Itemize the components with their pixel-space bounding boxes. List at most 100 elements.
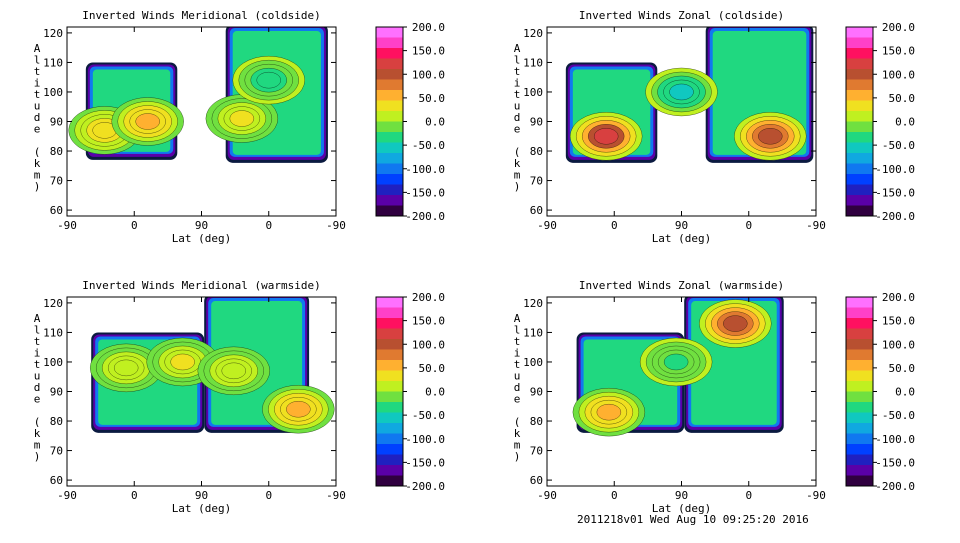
- colorbar-label: -150.0: [405, 456, 445, 469]
- svg-text:): ): [34, 180, 41, 193]
- colorbar-swatch: [376, 318, 403, 329]
- svg-text:l: l: [34, 54, 41, 67]
- y-tick-label: 80: [50, 145, 63, 158]
- colorbar-label: -50.0: [412, 409, 445, 422]
- contour-feature: [758, 128, 783, 145]
- colorbar-swatch: [376, 79, 403, 91]
- colorbar-label: 200.0: [882, 291, 915, 304]
- colorbar-swatch: [846, 90, 873, 101]
- contour-feature: [669, 83, 694, 101]
- svg-text:): ): [34, 450, 41, 463]
- colorbar-swatch: [846, 307, 873, 319]
- x-tick-label: -90: [57, 489, 77, 502]
- colorbar-label: -150.0: [875, 456, 915, 469]
- x-tick-label: 0: [611, 489, 618, 502]
- colorbar-label: -200.0: [405, 480, 445, 493]
- svg-text:m: m: [34, 439, 41, 452]
- colorbar-swatch: [376, 475, 403, 487]
- colorbar-label: 150.0: [882, 315, 915, 328]
- colorbar-swatch: [846, 423, 873, 434]
- colorbar-swatch: [846, 349, 873, 361]
- colorbar-swatch: [846, 111, 873, 122]
- colorbar-swatch: [376, 111, 403, 122]
- svg-text:A: A: [514, 42, 521, 55]
- colorbar-swatch: [376, 423, 403, 434]
- y-tick-label: 110: [43, 56, 63, 69]
- colorbar-3: 200.0 150.0 100.0 50.0 0.0 -50.0 -100.0 -150.0 -…: [845, 291, 916, 493]
- svg-text:): ): [514, 450, 521, 463]
- colorbar-swatch: [846, 412, 873, 424]
- svg-text:t: t: [514, 335, 521, 348]
- chart-panel-0: Inverted Winds Meridional (coldside) -90 0…: [34, 9, 346, 245]
- plot-title: Inverted Winds Zonal (warmside): [579, 279, 784, 292]
- plot-title: Inverted Winds Meridional (warmside): [82, 279, 320, 292]
- x-tick-label: 0: [131, 489, 138, 502]
- x-tick-label: -90: [537, 219, 557, 232]
- svg-text:t: t: [514, 88, 521, 101]
- svg-text:l: l: [514, 324, 521, 337]
- colorbar-swatch: [846, 184, 873, 196]
- colorbar-label: -100.0: [875, 163, 915, 176]
- contour-feature: [170, 353, 195, 371]
- x-tick-label: -90: [326, 489, 346, 502]
- colorbar-label: 0.0: [895, 116, 915, 129]
- colorbar-swatch: [846, 142, 873, 154]
- colorbar-swatch: [376, 412, 403, 424]
- colorbar-swatch: [376, 205, 403, 217]
- x-tick-label: 0: [745, 219, 752, 232]
- colorbar-1: 200.0 150.0 100.0 50.0 0.0 -50.0 -100.0 -150.0 -…: [845, 21, 915, 223]
- colorbar-label: 0.0: [895, 386, 915, 399]
- colorbar-label: -50.0: [882, 139, 915, 152]
- colorbar-swatch: [376, 307, 403, 319]
- colorbar-swatch: [846, 27, 873, 38]
- contour-feature: [256, 71, 281, 89]
- svg-text:l: l: [514, 54, 521, 67]
- y-tick-label: 100: [43, 356, 63, 369]
- y-tick-label: 60: [530, 204, 543, 217]
- colorbar-swatch: [846, 370, 873, 382]
- colorbar-swatch: [376, 370, 403, 382]
- colorbar-swatch: [846, 318, 873, 329]
- contour-feature: [663, 353, 689, 371]
- y-tick-label: 60: [530, 474, 543, 487]
- colorbar-swatch: [376, 381, 403, 392]
- y-tick-label: 70: [530, 445, 543, 458]
- colorbar-label: -100.0: [875, 433, 915, 446]
- svg-text:t: t: [514, 358, 521, 371]
- x-tick-label: 0: [611, 219, 618, 232]
- svg-text:e: e: [514, 123, 521, 136]
- colorbar-swatch: [846, 195, 873, 206]
- y-tick-label: 70: [50, 175, 63, 188]
- svg-text:m: m: [514, 169, 521, 182]
- x-tick-label: -90: [326, 219, 346, 232]
- colorbar-swatch: [846, 465, 873, 476]
- data-fill: [89, 297, 335, 434]
- x-tick-label: 0: [265, 219, 272, 232]
- svg-text:i: i: [514, 347, 521, 360]
- colorbar-swatch: [846, 381, 873, 392]
- x-tick-label: 0: [745, 489, 752, 502]
- x-tick-label: 90: [675, 219, 688, 232]
- svg-text:d: d: [514, 111, 521, 124]
- svg-text:m: m: [34, 169, 41, 182]
- colorbar-swatch: [376, 48, 403, 59]
- y-tick-label: 70: [50, 445, 63, 458]
- colorbar-label: 200.0: [412, 21, 445, 34]
- colorbar-swatch: [376, 27, 403, 38]
- colorbar-swatch: [846, 444, 873, 455]
- colorbar-swatch: [376, 391, 403, 403]
- colorbar-swatch: [846, 339, 873, 350]
- colorbar-swatch: [846, 69, 873, 80]
- y-tick-label: 90: [50, 116, 63, 129]
- contour-feature: [593, 128, 619, 145]
- svg-text:k: k: [34, 427, 41, 440]
- colorbar-swatch: [376, 328, 403, 340]
- contour-feature: [596, 403, 622, 421]
- y-tick-label: 90: [530, 116, 543, 129]
- colorbar-label: 200.0: [882, 21, 915, 34]
- colorbar-swatch: [846, 360, 873, 371]
- svg-text:k: k: [514, 427, 521, 440]
- colorbar-label: 50.0: [889, 362, 916, 375]
